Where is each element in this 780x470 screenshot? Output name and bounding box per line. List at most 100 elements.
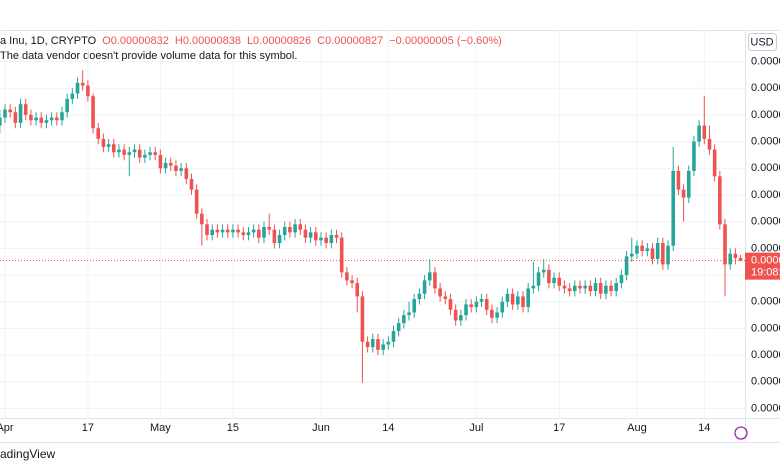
candle-body: [132, 149, 137, 153]
candle-body: [158, 154, 163, 169]
x-tick-label: Jul: [469, 422, 483, 434]
candle-body: [251, 229, 256, 233]
candle-body: [80, 82, 85, 86]
candle-body: [396, 323, 401, 332]
candle-body: [469, 304, 473, 308]
candle-body: [526, 288, 530, 308]
candle-body: [650, 248, 655, 260]
candle-body: [707, 138, 712, 150]
candle-body: [49, 117, 54, 121]
candle-body: [334, 235, 339, 238]
candle-body: [200, 213, 204, 225]
ohlc-value: L0.00000826: [247, 35, 311, 47]
candle-body: [407, 312, 411, 316]
x-tick-label: 17: [82, 422, 94, 434]
candle-body: [44, 120, 49, 123]
candle-body: [655, 243, 660, 260]
countdown-label: 19:08:: [751, 267, 780, 279]
candle-body: [122, 149, 126, 155]
y-tick-label: 0.0000: [751, 216, 780, 228]
candle-body: [536, 272, 541, 286]
candle-body: [391, 331, 396, 342]
candle-body: [298, 224, 303, 230]
y-tick-label: 0.0000: [751, 402, 780, 414]
candle-body: [433, 272, 437, 289]
event-icon[interactable]: [734, 426, 748, 440]
candle-body: [640, 245, 644, 252]
candle-body: [55, 117, 59, 121]
candle-body: [422, 280, 427, 294]
candle-body: [516, 296, 520, 305]
candle-body: [319, 237, 323, 241]
last-price-label: 0.00000: [751, 255, 780, 267]
candle-body: [96, 128, 101, 139]
candle-body: [101, 138, 106, 147]
candle-body: [29, 114, 33, 121]
candle-body: [702, 125, 707, 139]
candle-body: [676, 170, 681, 190]
candle-body: [236, 229, 240, 233]
candle-body: [412, 299, 417, 313]
candle-body: [267, 227, 271, 230]
candle-body: [106, 144, 111, 147]
candle-body: [189, 178, 194, 190]
y-tick-label: 0.0000: [751, 296, 780, 308]
y-tick-label: 0.0000: [751, 189, 780, 201]
candle-body: [629, 253, 634, 257]
candle-body: [194, 189, 199, 214]
x-tick-label: 17: [553, 422, 565, 434]
x-tick-label: Aug: [627, 422, 647, 434]
candle-body: [402, 315, 406, 324]
candle-body: [231, 229, 235, 233]
candle-body: [692, 141, 696, 171]
currency: USD: [750, 36, 773, 48]
candle-body: [479, 299, 484, 302]
y-tick-label: 0.0000: [751, 55, 780, 67]
candle-body: [453, 309, 458, 321]
currency-box[interactable]: [748, 33, 777, 51]
x-tick-label: May: [150, 422, 171, 434]
candle-body: [18, 104, 23, 123]
candle-body: [86, 85, 90, 97]
candle-body: [728, 253, 732, 265]
candle-body: [417, 293, 422, 300]
candle-body: [324, 237, 328, 244]
candle-body: [314, 232, 318, 241]
candle-body: [645, 248, 650, 252]
candle-body: [350, 280, 354, 284]
last-price-box: [745, 252, 780, 280]
x-tick-label: Apr: [0, 422, 14, 434]
ohlc-value: O0.00000832: [102, 35, 169, 47]
candle-body: [262, 227, 266, 238]
candle-body: [718, 176, 722, 225]
y-tick-label: 0.0000: [751, 322, 780, 334]
candle-body: [635, 245, 639, 254]
candle-body: [661, 243, 665, 265]
candle-body: [588, 285, 593, 292]
candle-body: [0, 117, 2, 126]
y-tick-label: 0.0000: [751, 242, 780, 254]
candle-body: [541, 269, 546, 273]
candle-body: [671, 170, 676, 246]
candle-body: [723, 224, 727, 265]
candle-body: [666, 245, 670, 265]
candle-body: [495, 312, 499, 318]
ohlc-value: −0.00000005 (−0.60%): [389, 35, 502, 47]
x-tick-label: Jun: [312, 422, 330, 434]
candle-body: [225, 229, 230, 233]
candle-body: [562, 285, 567, 289]
candle-body: [215, 229, 220, 233]
candle-body: [593, 283, 598, 292]
candle-body: [697, 125, 701, 142]
candle-body: [484, 299, 489, 310]
candle-body: [474, 301, 479, 308]
candle-body: [329, 235, 334, 244]
plot-area: [0, 31, 745, 419]
candle-body: [288, 227, 292, 233]
candle-body: [34, 117, 38, 121]
candle-body: [210, 229, 214, 236]
y-tick-label: 0.0000: [751, 135, 780, 147]
candle-body: [70, 93, 75, 99]
candle-body: [303, 229, 308, 238]
